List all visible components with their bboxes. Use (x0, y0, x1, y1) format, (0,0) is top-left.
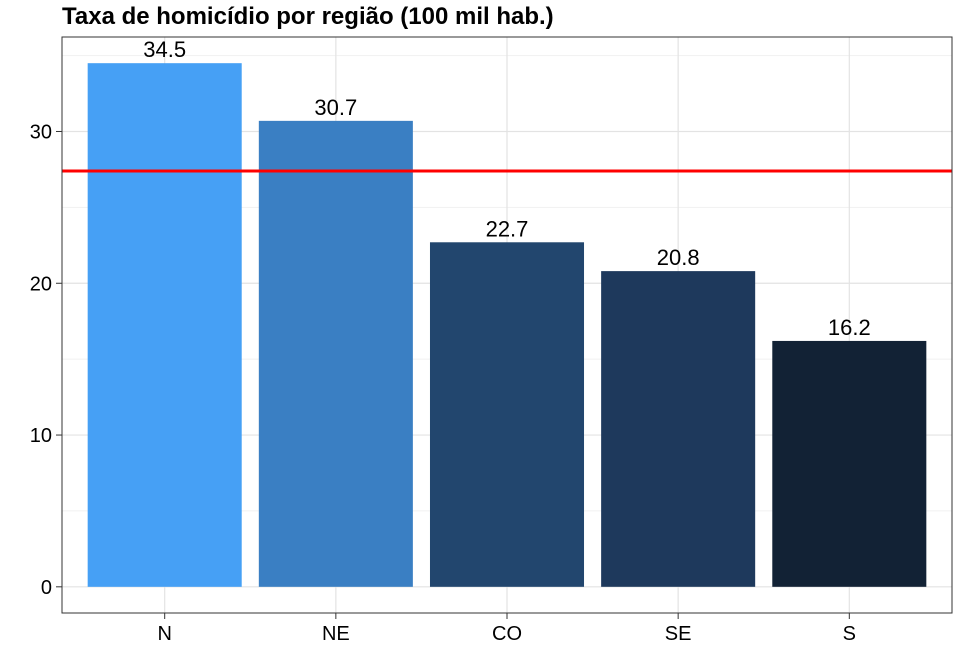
data-label: 34.5 (143, 37, 186, 62)
data-label: 22.7 (486, 216, 529, 241)
data-label: 20.8 (657, 245, 700, 270)
y-tick-label: 30 (30, 121, 52, 143)
y-tick-label: 0 (41, 577, 52, 599)
x-tick-label: NE (322, 623, 350, 645)
bar-ne (258, 120, 413, 587)
data-label: 16.2 (828, 315, 871, 340)
bar-se (601, 271, 756, 587)
x-tick-label: SE (665, 623, 692, 645)
x-tick-label: S (843, 623, 856, 645)
x-tick-label: N (157, 623, 171, 645)
bar-co (429, 242, 585, 587)
y-tick-label: 20 (30, 273, 52, 295)
y-tick-label: 10 (30, 425, 52, 447)
chart-title: Taxa de homicídio por região (100 mil ha… (62, 3, 554, 30)
data-label: 30.7 (314, 95, 357, 120)
bar-n (87, 63, 242, 587)
x-tick-label: CO (492, 623, 522, 645)
bar-s (772, 340, 927, 587)
